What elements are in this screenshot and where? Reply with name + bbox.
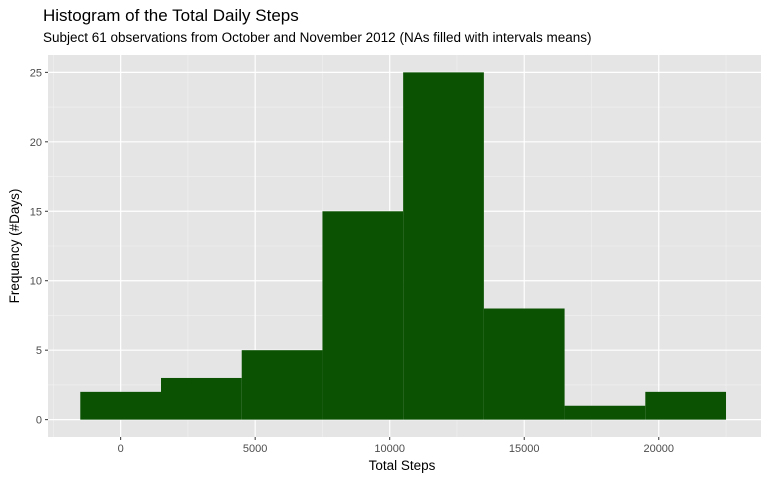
histogram-bar [241, 350, 323, 420]
x-tick-label: 20000 [643, 443, 674, 455]
y-tick-label: 10 [30, 276, 42, 288]
y-axis-title: Frequency (#Days) [7, 189, 22, 304]
x-tick-label: 0 [118, 443, 124, 455]
histogram-bar [564, 405, 646, 420]
chart-title: Histogram of the Total Daily Steps [43, 6, 299, 25]
y-tick-label: 15 [30, 206, 42, 218]
chart-subtitle: Subject 61 observations from October and… [43, 30, 592, 45]
histogram-bar [403, 72, 484, 420]
histogram-bar [80, 391, 162, 420]
x-axis: 0 5000 10000 15000 20000 [118, 437, 674, 455]
histogram-bar [161, 377, 242, 420]
histogram-bars [80, 72, 727, 420]
x-tick-label: 5000 [243, 443, 267, 455]
histogram-bar [322, 211, 404, 420]
y-tick-label: 20 [30, 137, 42, 149]
y-tick-label: 0 [36, 415, 42, 427]
y-axis: 0 5 10 15 20 25 [30, 67, 48, 427]
y-tick-label: 25 [30, 67, 42, 79]
x-axis-title: Total Steps [369, 458, 436, 473]
x-tick-label: 10000 [374, 443, 405, 455]
x-tick-label: 15000 [509, 443, 540, 455]
y-tick-label: 5 [36, 345, 42, 357]
histogram-bar [645, 391, 727, 420]
histogram-bar [483, 308, 565, 420]
